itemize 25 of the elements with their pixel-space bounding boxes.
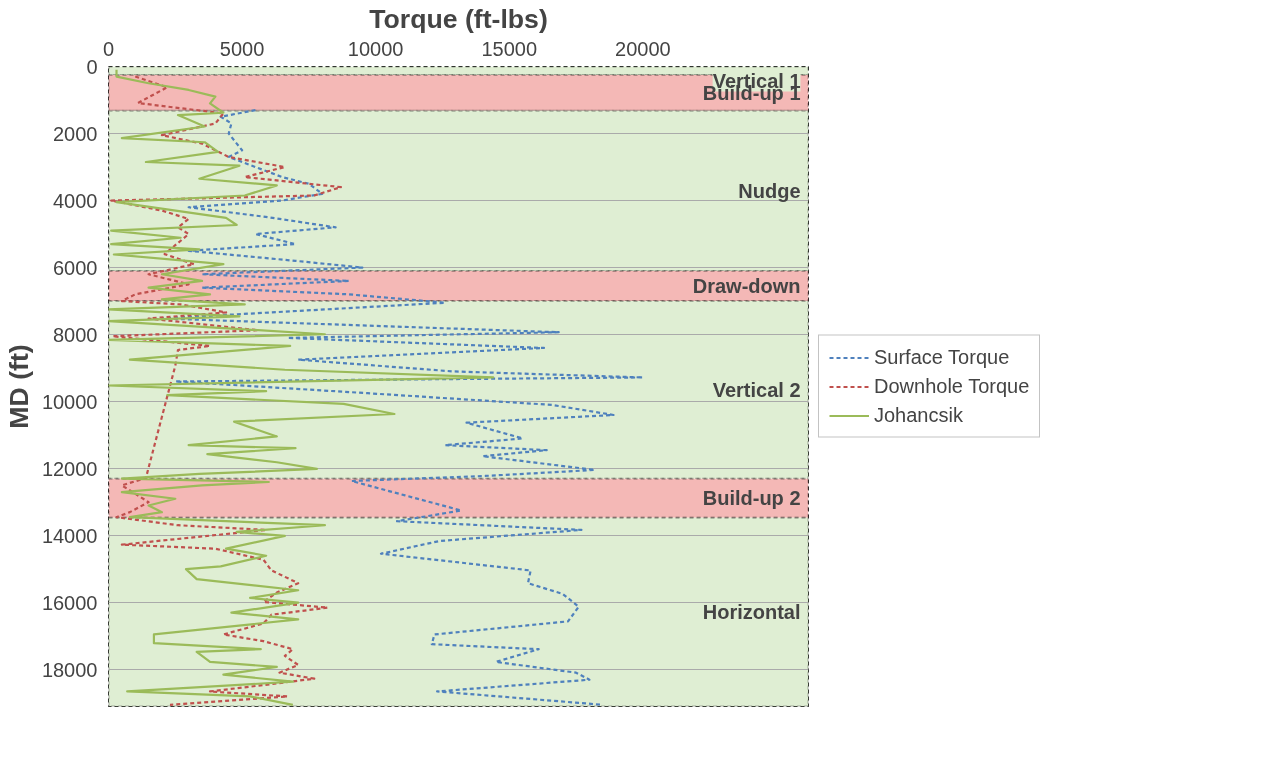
y-tick-label: 0 [86,55,98,78]
x-tick-label: 0 [102,37,115,60]
y-tick-label: 14000 [41,524,98,547]
x-axis-title: Torque (ft-lbs) [369,3,548,34]
x-tick-label: 20000 [615,37,671,60]
y-tick-label: 2000 [53,122,98,145]
band-label: Nudge [738,179,801,202]
x-tick-label: 15000 [481,37,538,60]
x-tick-label: 5000 [219,37,265,60]
legend-label: Johancsik [874,403,963,427]
y-tick-label: 12000 [41,457,98,480]
y-tick-label: 18000 [41,658,98,681]
y-axis-title: MD (ft) [3,344,34,429]
legend-label: Downhole Torque [874,374,1030,398]
legend-label: Surface Torque [874,345,1010,369]
x-tick-label: 10000 [347,37,404,60]
band-label: Build-up 2 [702,487,801,510]
band-label: Vertical 2 [712,378,801,401]
y-tick-label: 4000 [53,189,98,212]
y-tick-label: 8000 [53,323,98,346]
y-tick-label: 6000 [53,256,98,279]
y-tick-label: 16000 [41,591,98,614]
band-label: Draw-down [692,274,801,297]
y-tick-label: 10000 [41,390,98,413]
band-label: Horizontal [702,601,801,624]
